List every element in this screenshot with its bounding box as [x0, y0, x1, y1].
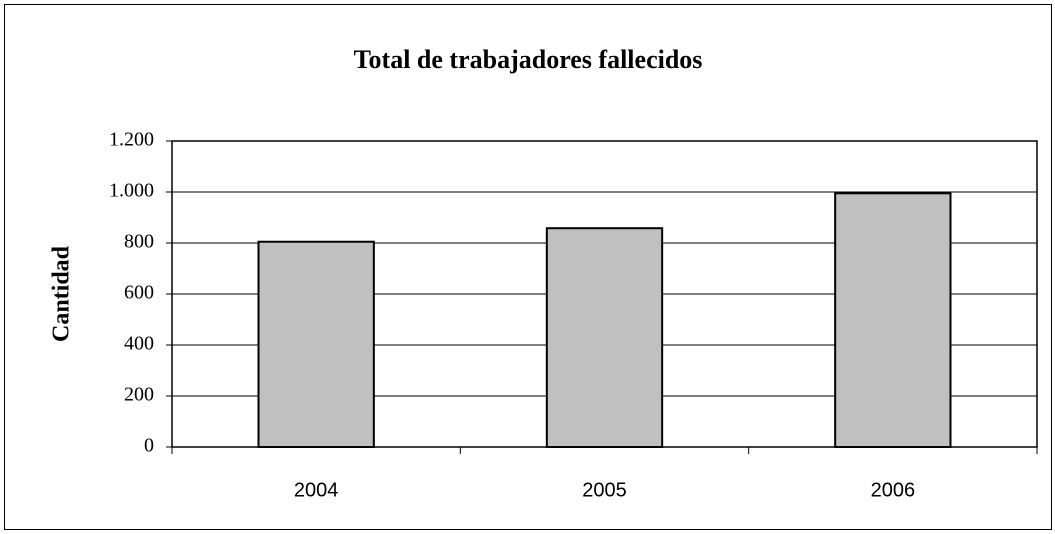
bar	[545, 227, 664, 448]
bar	[257, 240, 375, 448]
y-axis-label: Cantidad	[49, 245, 75, 342]
y-tick-label: 800	[124, 231, 154, 253]
y-tick-label: 200	[124, 384, 154, 406]
y-tick-label: 400	[124, 333, 154, 355]
x-tick-label: 2006	[871, 479, 916, 501]
x-tick-label: 2004	[294, 479, 339, 501]
bar	[834, 192, 952, 448]
y-tick-label: 0	[144, 435, 154, 457]
y-tick-label: 1.000	[109, 180, 154, 202]
y-tick-label: 600	[124, 282, 154, 304]
y-tick-label: 1.200	[109, 129, 154, 151]
chart-title: Total de trabajadores fallecidos	[354, 45, 703, 74]
x-tick-label: 2005	[582, 479, 627, 501]
